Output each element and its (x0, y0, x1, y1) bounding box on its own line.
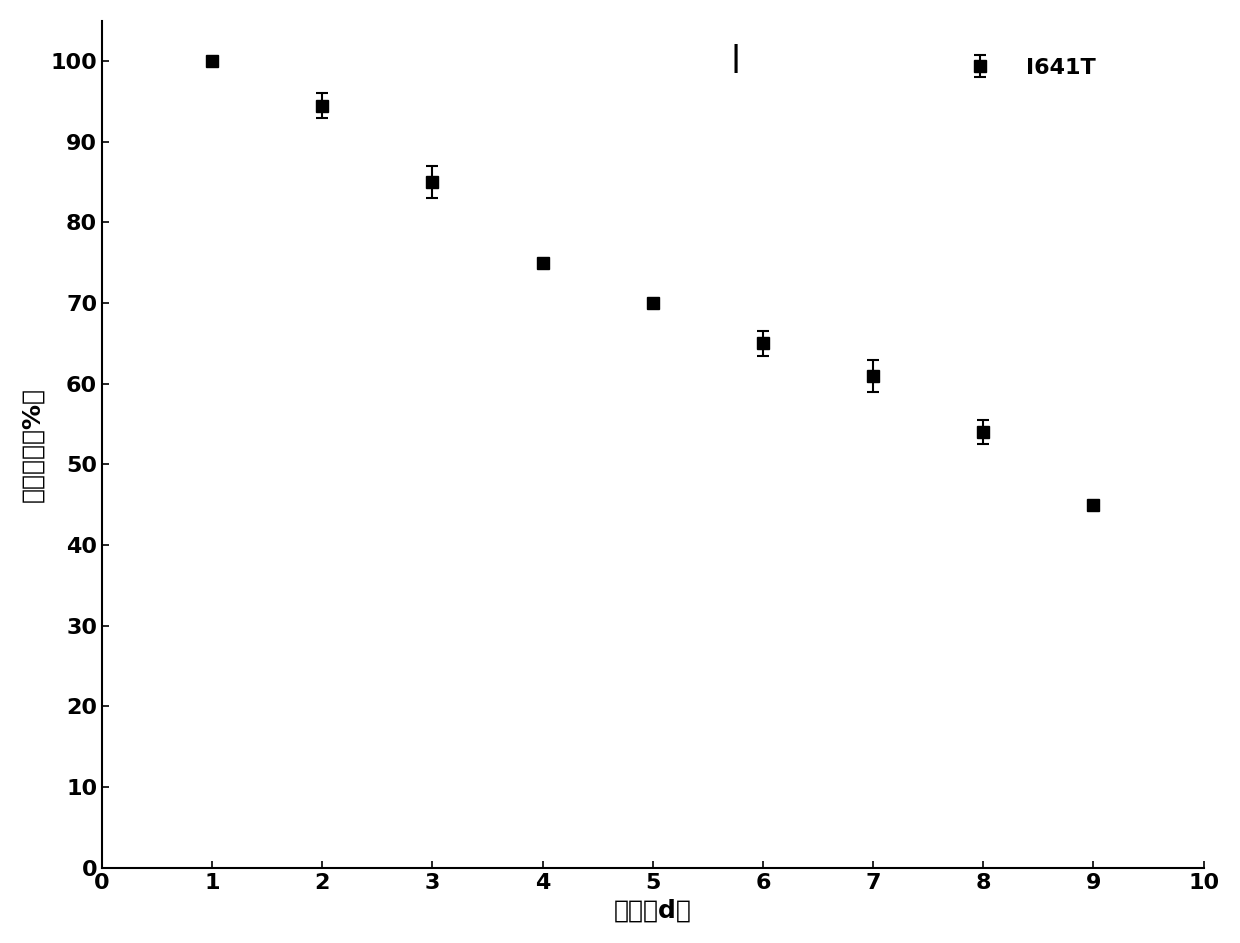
Y-axis label: 相对酶活（%）: 相对酶活（%） (21, 387, 45, 502)
Text: |: | (730, 44, 740, 74)
X-axis label: 时间（d）: 时间（d） (614, 898, 692, 922)
Legend: I641T: I641T (944, 49, 1105, 87)
